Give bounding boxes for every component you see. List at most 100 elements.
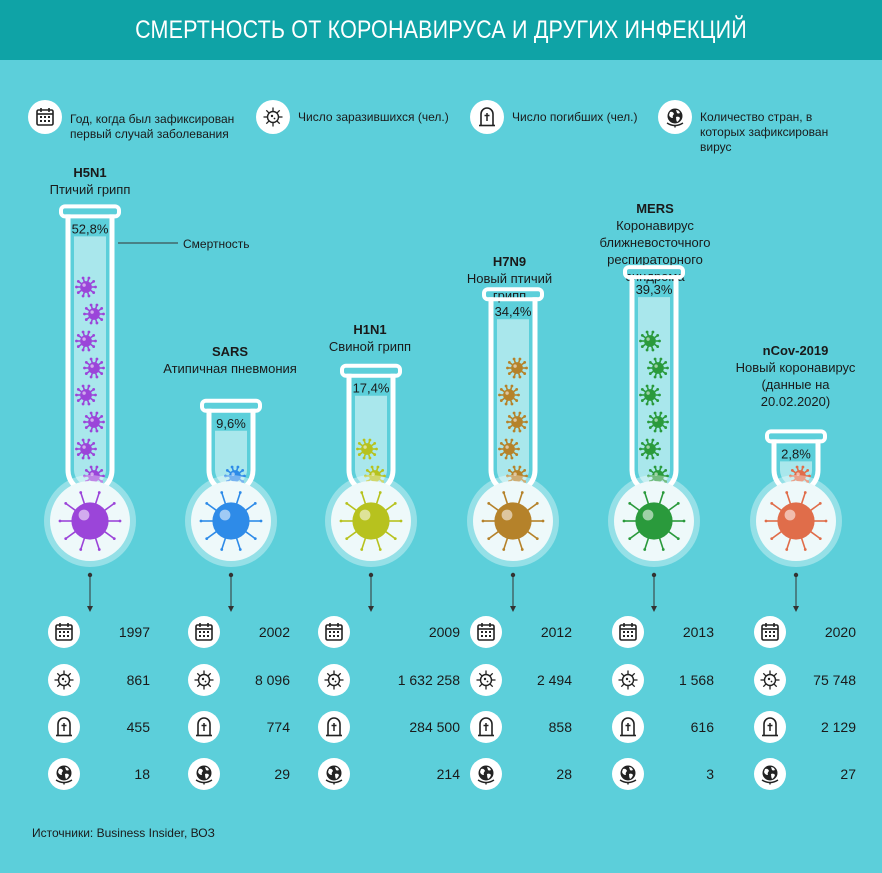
tube-glass (771, 439, 821, 495)
col-title-sars: SARS Атипичная пневмония (155, 343, 305, 377)
calendar-icon (48, 616, 80, 648)
virus-particle-icon (506, 357, 528, 379)
stat-value-countries: 28 (556, 766, 572, 782)
virus-halo (467, 475, 559, 567)
tube-fill-bar (74, 236, 106, 486)
virus-ncov-2019-icon (764, 491, 828, 551)
stat-row-year: 2020 (754, 616, 856, 648)
virus-halo (185, 475, 277, 567)
virus-particle-icon (75, 330, 97, 352)
stat-value-year: 2013 (682, 624, 714, 640)
stat-row-countries: 3 (612, 758, 714, 790)
stat-value-deaths: 616 (690, 719, 714, 735)
tube-glass (65, 214, 115, 495)
virus-particle-icon (647, 357, 669, 379)
tube-rim (200, 398, 262, 413)
stem-dot (510, 572, 516, 578)
virus-particle-icon (639, 438, 661, 460)
tombstone-icon (318, 711, 350, 743)
tube-fill-bar (780, 461, 812, 486)
tube-fill-bar (497, 319, 529, 486)
legend-deaths: Число погибших (чел.) (470, 100, 652, 134)
source-note: Источники: Business Insider, ВОЗ (32, 826, 215, 840)
tube-ncov-2019: 2,8% (750, 429, 842, 612)
tombstone-icon (470, 711, 502, 743)
page-title: СМЕРТНОСТЬ ОТ КОРОНАВИРУСА И ДРУГИХ ИНФЕ… (135, 16, 747, 44)
virus-halo (750, 475, 842, 567)
stat-value-countries: 29 (274, 766, 290, 782)
stat-row-year: 2013 (612, 616, 714, 648)
stat-row-countries: 27 (754, 758, 856, 790)
tombstone-icon (754, 711, 786, 743)
stat-row-year: 1997 (48, 616, 150, 648)
stat-row-year: 2012 (470, 616, 572, 648)
virus-badge (331, 481, 411, 561)
virus-h5n1-icon (58, 491, 122, 551)
tube-fill-bar (638, 297, 670, 486)
globe-icon (188, 758, 220, 790)
legend-countries-text: Количество стран, в которых зафиксирован… (700, 110, 829, 154)
tube-fill-bar (355, 395, 387, 486)
tube-glass (346, 373, 396, 495)
virus-code: H1N1 (353, 322, 387, 337)
stat-value-infected: 1 632 258 (397, 672, 460, 688)
virus-badge (756, 481, 836, 561)
virus-particle-icon (224, 465, 246, 487)
tube-mers: 39,3% (608, 265, 700, 612)
globe-icon (612, 758, 644, 790)
stem-dot (651, 572, 657, 578)
legend-year-text: Год, когда был зафиксирован первый случа… (70, 112, 235, 141)
virus-particle-icon (75, 276, 97, 298)
virus-particle-icon (639, 384, 661, 406)
stat-row-infected: 8 096 (188, 664, 290, 696)
tube-rim (340, 363, 402, 378)
legend-infected: Число заразившихся (чел.) (256, 100, 458, 134)
virus-name: Новый коронавирус (данные на 20.02.2020) (735, 360, 856, 409)
calendar-icon (470, 616, 502, 648)
calendar-icon (188, 616, 220, 648)
virus-h1n1-icon (339, 491, 403, 551)
stat-row-countries: 18 (48, 758, 150, 790)
stat-value-deaths: 455 (126, 719, 150, 735)
stat-value-countries: 3 (706, 766, 714, 782)
mortality-label: 17,4% (353, 381, 390, 396)
virus-particle-icon (83, 303, 105, 325)
legend-deaths-text: Число погибших (чел.) (512, 110, 638, 124)
virus-icon (48, 664, 80, 696)
header-bar: СМЕРТНОСТЬ ОТ КОРОНАВИРУСА И ДРУГИХ ИНФЕ… (0, 0, 882, 60)
stat-value-countries: 214 (436, 766, 460, 782)
stat-row-countries: 29 (188, 758, 290, 790)
stat-row-infected: 1 632 258 (318, 664, 460, 696)
virus-particle-icon (498, 438, 520, 460)
stat-row-deaths: 616 (612, 711, 714, 743)
stat-row-year: 2002 (188, 616, 290, 648)
col-title-mers: MERS Коронавирус ближневосточного респир… (585, 200, 725, 285)
stat-value-year: 2020 (824, 624, 856, 640)
stat-value-year: 2002 (258, 624, 290, 640)
tombstone-icon (48, 711, 80, 743)
virus-icon (188, 664, 220, 696)
tube-glass (488, 297, 538, 495)
virus-sars-icon (199, 491, 263, 551)
tube-h1n1: 17,4% (325, 363, 417, 612)
virus-icon (256, 100, 290, 134)
stat-value-countries: 27 (840, 766, 856, 782)
tube-h5n1: 52,8% (44, 204, 136, 612)
calendar-icon (754, 616, 786, 648)
tombstone-icon (470, 100, 504, 134)
virus-code: H5N1 (73, 165, 107, 180)
tube-fill-bar (215, 430, 247, 486)
stat-row-infected: 861 (48, 664, 150, 696)
mortality-label: 52,8% (72, 221, 109, 236)
virus-icon (470, 664, 502, 696)
virus-code: SARS (211, 344, 249, 359)
stat-value-infected: 8 096 (254, 672, 290, 688)
virus-particle-icon (356, 438, 378, 460)
virus-badge (614, 481, 694, 561)
stem-arrow (368, 606, 374, 612)
virus-code: nCov-2019 (762, 343, 829, 358)
tombstone-icon (612, 711, 644, 743)
legend-infected-text: Число заразившихся (чел.) (298, 110, 449, 124)
tube-rim (765, 429, 827, 444)
stem-arrow (228, 606, 234, 612)
